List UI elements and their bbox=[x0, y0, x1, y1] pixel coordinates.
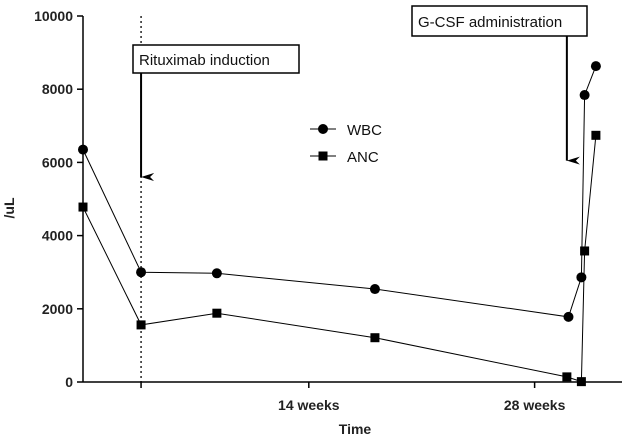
annotation-box bbox=[132, 44, 300, 74]
y-tick-label: 10000 bbox=[34, 8, 73, 24]
series-wbc bbox=[78, 61, 601, 322]
data-point-anc bbox=[591, 130, 601, 140]
series-line-anc bbox=[82, 135, 597, 383]
y-ticks: 0 2000 4000 6000 8000 10000 bbox=[34, 8, 83, 390]
data-point-anc bbox=[136, 320, 146, 330]
annotations: Rituximab induction G-CSF administration bbox=[132, 5, 588, 382]
data-point-wbc bbox=[579, 90, 590, 101]
legend-marker-circle bbox=[318, 124, 328, 134]
x-ticks: 14 weeks 28 weeks bbox=[140, 382, 566, 413]
y-tick-label: 8000 bbox=[42, 81, 73, 97]
data-point-wbc bbox=[136, 267, 147, 278]
x-tick-label: 14 weeks bbox=[278, 397, 340, 413]
x-axis-label: Time bbox=[339, 421, 372, 437]
axes bbox=[82, 16, 622, 383]
annotation-label: G-CSF administration bbox=[418, 14, 562, 31]
annotation-rituximab: Rituximab induction bbox=[132, 44, 300, 182]
series-line-wbc bbox=[82, 65, 597, 318]
y-tick-label: 6000 bbox=[42, 154, 73, 170]
x-tick-label: 28 weeks bbox=[504, 397, 566, 413]
annotation-box bbox=[411, 5, 588, 37]
data-point-wbc bbox=[78, 144, 88, 155]
data-point-anc bbox=[78, 202, 88, 212]
data-point-anc bbox=[562, 372, 572, 382]
series-group bbox=[78, 61, 601, 387]
annotation-label: Rituximab induction bbox=[139, 52, 270, 69]
data-point-anc bbox=[370, 333, 380, 343]
legend-label: ANC bbox=[347, 149, 379, 166]
y-tick-label: 0 bbox=[65, 374, 73, 390]
data-point-anc bbox=[576, 377, 586, 387]
data-point-wbc bbox=[369, 284, 380, 295]
data-point-wbc bbox=[576, 272, 587, 283]
data-point-anc bbox=[580, 246, 590, 256]
y-axis-label: /uL bbox=[1, 197, 17, 218]
data-point-wbc bbox=[590, 61, 601, 72]
legend-marker-square bbox=[318, 151, 328, 161]
legend: WBC ANC bbox=[310, 122, 382, 166]
annotation-gcsf: G-CSF administration bbox=[411, 5, 588, 165]
series-anc bbox=[78, 130, 601, 387]
legend-label: WBC bbox=[347, 122, 382, 139]
data-point-wbc bbox=[563, 311, 574, 322]
y-tick-label: 2000 bbox=[42, 301, 73, 317]
data-point-anc bbox=[212, 308, 222, 318]
data-point-wbc bbox=[211, 268, 222, 279]
y-tick-label: 4000 bbox=[42, 228, 73, 244]
